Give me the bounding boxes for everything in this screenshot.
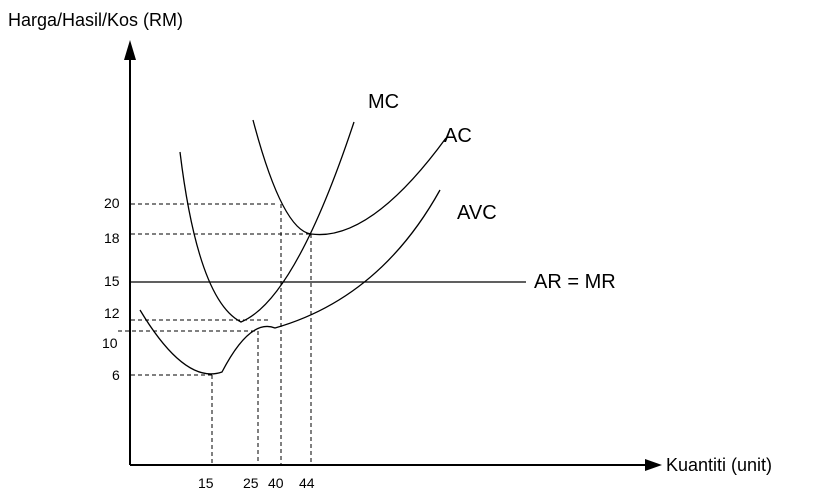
ac-curve	[252, 119, 447, 236]
x-axis-arrow	[645, 459, 662, 471]
x-tick-label-25: 25	[243, 475, 259, 491]
avc-label: AVC	[457, 202, 497, 224]
y-tick-label-18: 18	[104, 230, 120, 246]
ar-mr-label: AR = MR	[534, 271, 616, 293]
mc-curve	[179, 121, 355, 323]
ac-label: AC	[444, 125, 472, 147]
x-tick-label-15: 15	[198, 475, 214, 491]
mc-label: MC	[368, 91, 399, 113]
x-axis-title: Kuantiti (unit)	[666, 455, 772, 475]
avc-curve	[139, 189, 441, 375]
y-tick-label-20: 20	[104, 195, 120, 211]
x-tick-label-44: 44	[299, 475, 315, 491]
y-tick-label-15: 15	[104, 273, 120, 289]
y-tick-label-6: 6	[112, 367, 120, 383]
y-axis-title: Harga/Hasil/Kos (RM)	[8, 10, 183, 30]
y-tick-label-10: 10	[102, 335, 118, 351]
y-axis-arrow	[124, 40, 136, 60]
x-tick-label-40: 40	[268, 475, 284, 491]
y-tick-label-12: 12	[104, 305, 120, 321]
